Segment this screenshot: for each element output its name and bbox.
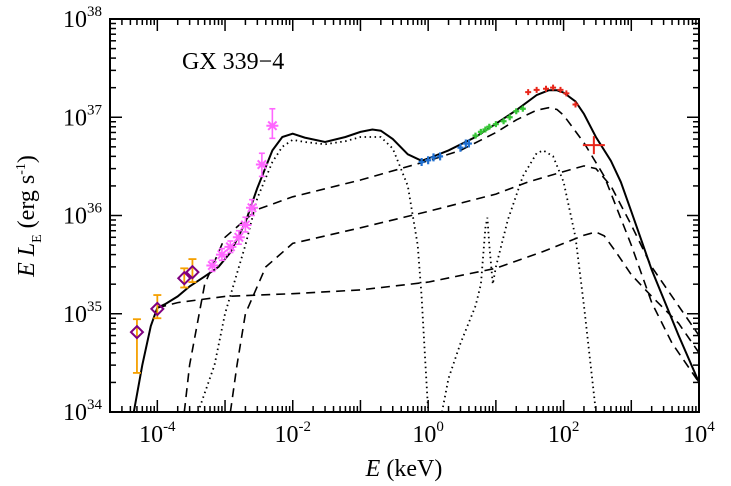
mid-xray-point-2 [477,128,484,135]
optir-point-2 [215,249,228,260]
y-tick-label: 1038 [63,4,102,33]
x-tick-label: 104 [683,419,715,448]
radio-point-4 [185,264,200,280]
mid-xray-point-7 [506,114,513,121]
y-tick-label: 1037 [63,102,103,131]
mid-xray-point-9 [519,105,526,112]
hard-xray-point-3 [543,85,550,92]
optir-point-3 [224,241,237,252]
soft-xray-point-2 [425,156,432,165]
mid-xray-point-1 [472,132,479,139]
optir-point-6 [245,202,258,213]
axis-ticks: 10-4 10-2 100 102 104 1034 1035 1036 1037 1038 [63,4,715,448]
optir-point-7 [255,159,268,170]
disk-component-curve [197,136,430,412]
reflection-component-curve [441,149,597,412]
x-tick-label: 10-4 [139,419,176,448]
plot-frame [109,18,700,413]
optir-point-4 [232,232,245,243]
radio-point-3 [176,270,192,286]
mid-xray-point-8 [513,108,520,115]
x-tick-label: 100 [412,419,444,448]
hard-xray-point-2 [533,86,540,93]
hard-xray-point-1 [525,89,532,96]
y-axis-title: E LE (erg s-1) [14,155,45,278]
soft-xray-point-4 [437,152,444,161]
y-tick-label: 1034 [63,397,103,426]
optir-point-8 [266,120,279,131]
component-a-curve [183,106,699,412]
soft-xray-point-5 [457,143,464,152]
mid-xray-point-6 [500,118,507,125]
mid-xray-point-3 [482,126,489,133]
optir-point-1 [206,260,219,271]
data-points [129,84,605,374]
soft-xray-point-7 [465,139,472,148]
mid-xray-point-5 [492,121,499,128]
x-axis-title: E (keV) [365,456,443,482]
radio-point-2 [149,301,165,317]
hard-xray-point-4 [550,84,557,91]
source-label: GX 339−4 [182,49,284,75]
component-c-curve [157,231,699,354]
mid-xray-point-4 [486,123,493,130]
total-model-curve [132,89,699,412]
plot-area [132,89,699,412]
optir-point-5 [239,220,252,230]
hard-xray-point-6 [563,90,570,97]
x-tick-label: 102 [548,419,580,448]
hard-xray-point-7 [572,101,579,108]
soft-xray-point-3 [430,153,437,162]
y-tick-label: 1035 [63,299,102,328]
hard-xray-point-5 [557,86,564,93]
y-tick-label: 1036 [63,201,103,230]
hard-xray-upper-point-1 [582,136,605,155]
radio-point-1 [129,324,145,340]
soft-xray-point-1 [418,158,425,167]
x-tick-label: 10-2 [274,419,311,448]
